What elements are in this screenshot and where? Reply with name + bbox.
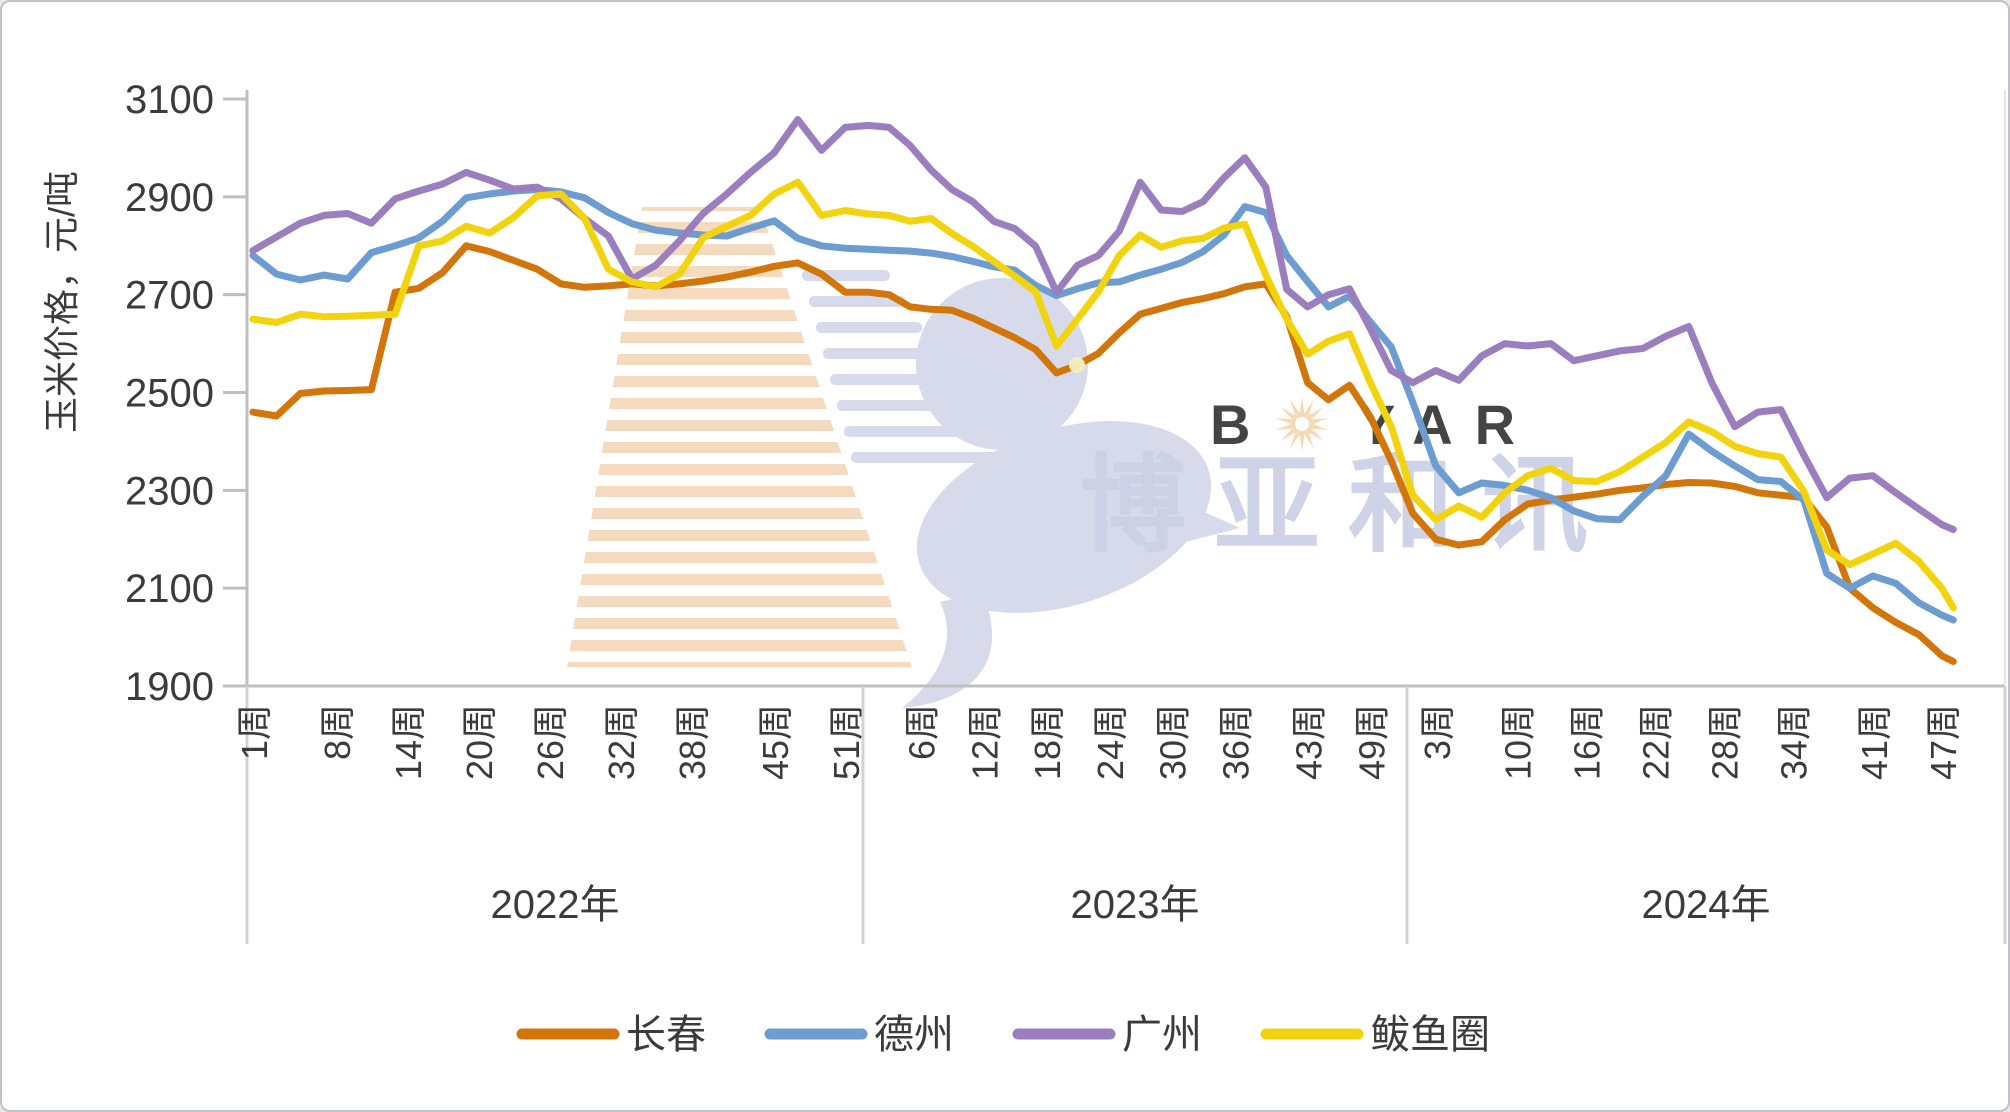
- y-axis-tick-label: 1900: [125, 665, 214, 709]
- y-axis-tick-label: 2100: [125, 567, 214, 611]
- watermark-dove-eye-icon: [1069, 357, 1085, 373]
- y-axis-tick-label: 2500: [125, 372, 214, 416]
- year-label-2023: 2023年: [1071, 883, 1200, 927]
- year-bands: 1周 8周 14周 20周 26周 32周 38周 45周 51周 2022年 6周 12周 18周 24…: [234, 90, 2007, 944]
- axes: 3100 2900 2700 2500 2300 2100 1900 玉米价格，元/吨: [41, 78, 2005, 709]
- y-axis-tick-label: 3100: [125, 78, 214, 122]
- x-axis-tick-label: 45周: [755, 704, 796, 780]
- year-label-2024: 2024年: [1642, 883, 1771, 927]
- x-axis-tick-label: 28周: [1704, 704, 1745, 780]
- y-axis-title: 玉米价格，元/吨: [41, 171, 82, 433]
- series-lines: [249, 116, 1957, 665]
- y-axis-tick-label: 2700: [125, 274, 214, 318]
- x-axis-tick-label: 22周: [1635, 704, 1676, 780]
- legend-label-鲅鱼圈: 鲅鱼圈: [1370, 1013, 1490, 1057]
- x-axis-tick-label: 30周: [1153, 704, 1194, 780]
- x-axis-tick-label: 38周: [672, 704, 713, 780]
- legend: 长春 德州 广州 鲅鱼圈: [516, 1013, 1490, 1057]
- x-axis-tick-label: 12周: [964, 704, 1005, 780]
- x-axis-tick-label: 1周: [234, 704, 275, 760]
- year-label-2022: 2022年: [491, 883, 620, 927]
- x-axis-tick-label: 24周: [1090, 704, 1131, 780]
- watermark-brand-text: B YAR: [1210, 393, 1515, 456]
- series-line-长春: [249, 242, 1957, 665]
- x-axis-tick-label: 6周: [902, 704, 943, 760]
- watermark-brand-cn: 博亚和讯: [1080, 447, 1616, 565]
- x-axis-tick-label: 3周: [1417, 704, 1458, 760]
- x-axis-tick-label: 43周: [1289, 704, 1330, 780]
- x-axis-tick-label: 51周: [826, 704, 867, 780]
- legend-label-广州: 广州: [1122, 1013, 1202, 1057]
- legend-label-德州: 德州: [874, 1013, 954, 1057]
- legend-label-长春: 长春: [626, 1013, 706, 1057]
- x-axis-tick-label: 49周: [1351, 704, 1392, 780]
- x-axis-tick-label: 36周: [1215, 704, 1256, 780]
- x-axis-tick-label: 20周: [459, 704, 500, 780]
- x-axis-tick-label: 47周: [1923, 704, 1964, 780]
- y-axis-tick-label: 2300: [125, 469, 214, 513]
- y-axis-tick-label: 2900: [125, 176, 214, 220]
- x-axis-tick-label: 8周: [317, 704, 358, 760]
- x-axis-tick-label: 26周: [530, 704, 571, 780]
- x-axis-tick-label: 34周: [1773, 704, 1814, 780]
- watermark-dove-icon: [802, 270, 1240, 708]
- x-axis-tick-label: 10周: [1497, 704, 1538, 780]
- x-axis-tick-label: 18周: [1027, 704, 1068, 780]
- watermark-stripe-fan-icon: [567, 207, 912, 667]
- x-axis-tick-label: 32周: [601, 704, 642, 780]
- x-axis-tick-label: 41周: [1854, 704, 1895, 780]
- x-axis-tick-label: 14周: [388, 704, 429, 780]
- series-line-鲅鱼圈: [249, 178, 1957, 612]
- x-axis-tick-label: 16周: [1566, 704, 1607, 780]
- watermark-brand-b: B: [1210, 393, 1250, 456]
